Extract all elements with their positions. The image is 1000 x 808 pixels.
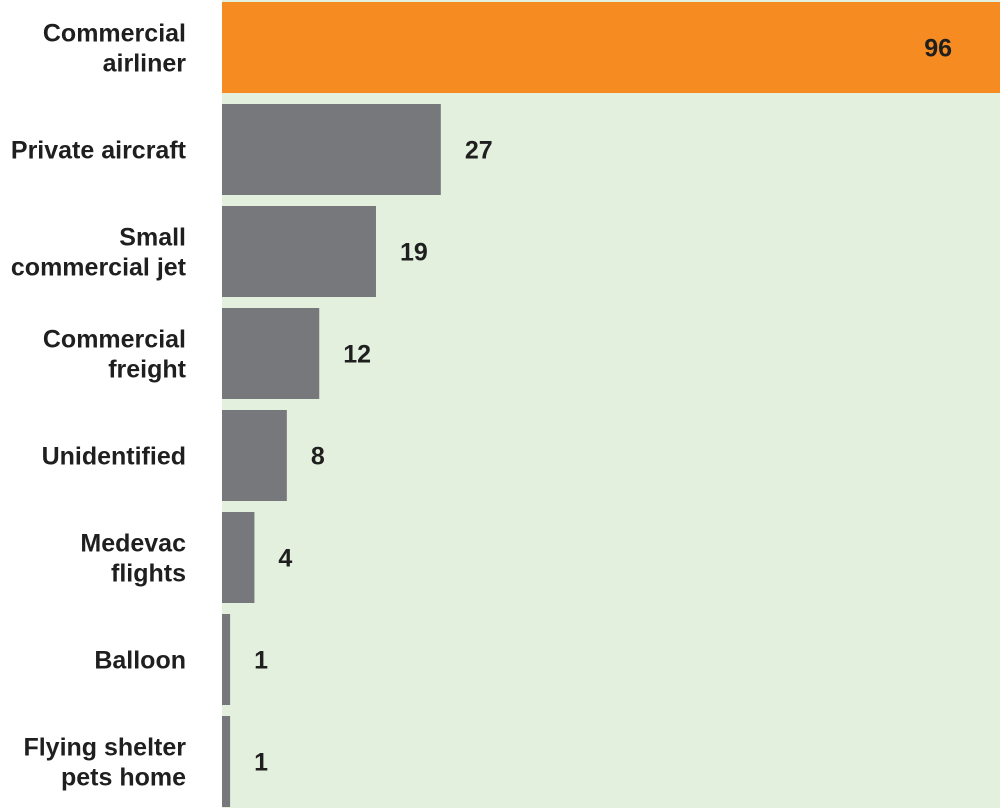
bar xyxy=(222,206,376,297)
category-label-line: flights xyxy=(111,560,186,588)
category-label-line: Balloon xyxy=(94,647,186,675)
category-label: Private aircraft xyxy=(11,137,187,165)
data-label: 19 xyxy=(400,239,428,267)
bar xyxy=(222,308,320,399)
category-label-line: Private aircraft xyxy=(11,137,187,165)
category-label-line: Flying shelter xyxy=(23,734,186,762)
category-label: Medevac flights xyxy=(80,530,186,588)
category-label-line: Small xyxy=(119,224,186,252)
bar xyxy=(222,410,287,501)
bar xyxy=(222,2,1000,93)
category-label-line: Commercial xyxy=(43,20,186,48)
category-label-line: pets home xyxy=(61,764,186,792)
data-label: 12 xyxy=(343,341,371,369)
category-label: Flying shelter pets home xyxy=(23,734,186,792)
data-label: 96 xyxy=(924,35,952,63)
category-label-line: commercial jet xyxy=(11,254,187,282)
data-label: 1 xyxy=(254,749,268,777)
bar xyxy=(222,716,231,807)
bar xyxy=(222,512,255,603)
category-label-line: Unidentified xyxy=(42,443,186,471)
category-label: Balloon xyxy=(94,647,186,675)
bar xyxy=(222,614,231,705)
bar xyxy=(222,104,441,195)
category-label-line: freight xyxy=(108,356,186,384)
category-label-line: airliner xyxy=(103,50,187,78)
data-label: 8 xyxy=(311,443,325,471)
data-label: 1 xyxy=(254,647,268,675)
category-label: Commercial airliner xyxy=(43,20,186,78)
category-label-line: Commercial xyxy=(43,326,186,354)
category-label: Small commercial jet xyxy=(11,224,187,282)
data-label: 4 xyxy=(278,545,292,573)
category-label-line: Medevac xyxy=(80,530,186,558)
category-label: Unidentified xyxy=(42,443,186,471)
data-label: 27 xyxy=(465,137,493,165)
category-label: Commercial freight xyxy=(43,326,187,384)
